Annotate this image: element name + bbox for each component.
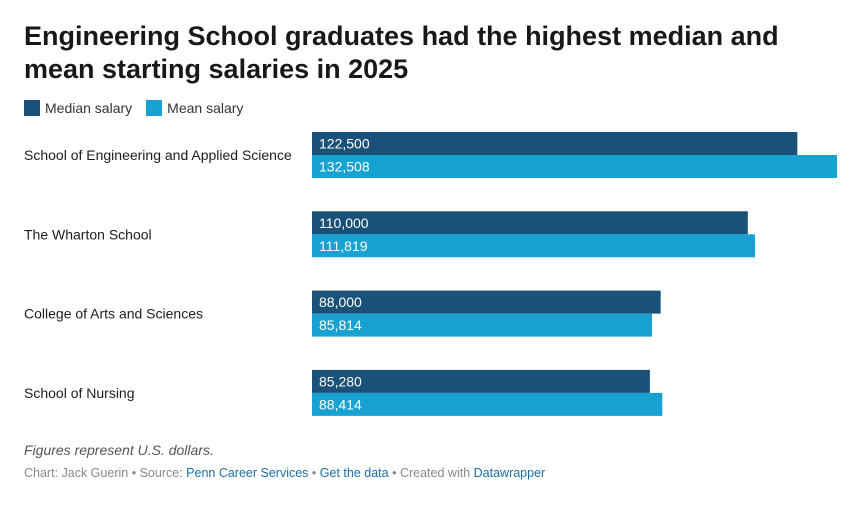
footer-separator: • xyxy=(392,466,397,480)
chart-title: Engineering School graduates had the hig… xyxy=(24,21,779,84)
footer-separator: • xyxy=(131,466,137,480)
legend-item-median: Median salary xyxy=(24,100,132,116)
value-label-median-salary-school-of-engineering-and-applied-science: 122,500 xyxy=(319,136,370,152)
value-label-mean-salary-school-of-engineering-and-applied-science: 132,508 xyxy=(319,159,370,175)
footer-created-with-prefix: Created with xyxy=(399,466,471,480)
bar-mean-salary-the-wharton-school xyxy=(312,234,756,258)
value-label-median-salary-the-wharton-school: 110,000 xyxy=(319,215,369,231)
category-label-school-of-engineering-and-applied-science: School of Engineering and Applied Scienc… xyxy=(24,147,292,163)
bar-mean-salary-school-of-engineering-and-applied-science xyxy=(312,155,837,178)
legend-label-median: Median salary xyxy=(45,100,133,116)
legend-label-mean: Mean salary xyxy=(167,100,244,116)
category-label-college-of-arts-and-sciences: College of Arts and Sciences xyxy=(24,306,203,322)
footer-separator: • xyxy=(311,466,317,480)
category-label-school-of-nursing: School of Nursing xyxy=(24,385,135,401)
footer-datawrapper-link[interactable]: Datawrapper xyxy=(473,466,546,480)
value-label-median-salary-college-of-arts-and-sciences: 88,000 xyxy=(319,294,362,310)
footer-get-data-link[interactable]: Get the data xyxy=(319,466,389,480)
bar-median-salary-the-wharton-school xyxy=(312,211,748,235)
value-label-mean-salary-school-of-nursing: 88,414 xyxy=(319,396,362,412)
chart-footer: Chart: Jack Guerin • Source: Penn Career… xyxy=(24,466,545,480)
footer-source-prefix: Source: xyxy=(139,466,183,480)
bar-median-salary-school-of-nursing xyxy=(312,369,650,393)
legend-swatch-median xyxy=(24,100,40,116)
bar-mean-salary-school-of-nursing xyxy=(312,392,663,416)
footer-source-link[interactable]: Penn Career Services xyxy=(186,466,309,480)
value-label-mean-salary-college-of-arts-and-sciences: 85,814 xyxy=(319,317,362,333)
legend-swatch-mean xyxy=(146,100,163,116)
bar-median-salary-school-of-engineering-and-applied-science xyxy=(312,132,798,155)
chart-note: Figures represent U.S. dollars. xyxy=(24,442,214,458)
footer-chart-credit: Chart: Jack Guerin xyxy=(24,466,129,480)
category-label-the-wharton-school: The Wharton School xyxy=(24,226,152,242)
value-label-median-salary-school-of-nursing: 85,280 xyxy=(319,373,362,389)
value-label-mean-salary-the-wharton-school: 111,819 xyxy=(319,238,368,254)
legend: Median salary Mean salary xyxy=(24,98,257,118)
bar-median-salary-college-of-arts-and-sciences xyxy=(312,290,661,314)
legend-item-mean: Mean salary xyxy=(146,100,243,116)
bar-mean-salary-college-of-arts-and-sciences xyxy=(312,313,652,337)
